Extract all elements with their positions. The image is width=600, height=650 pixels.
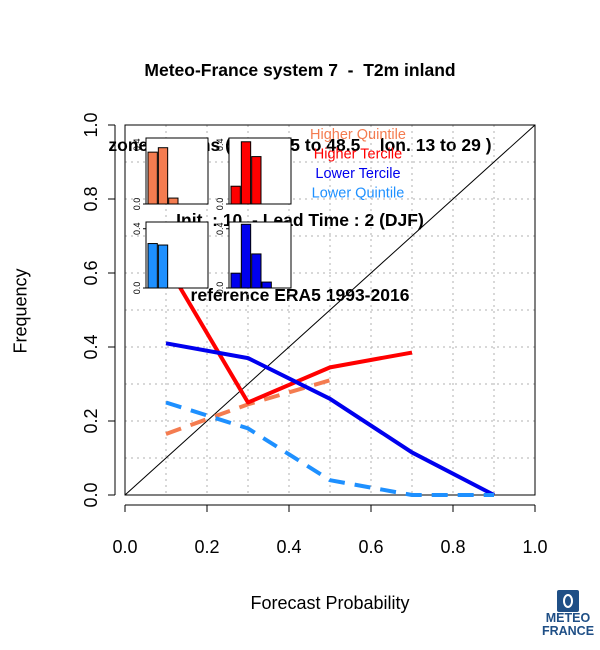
inset-tick-label: 0.0 bbox=[215, 282, 225, 295]
legend-entry-higher-quintile: Higher Quintile bbox=[310, 127, 406, 143]
logo-icon bbox=[557, 590, 579, 612]
series-lines bbox=[164, 262, 495, 497]
inset-histograms: 0.0 0.4 0.0 0.4 0.0 0.4 0.0 0.4 bbox=[132, 137, 292, 295]
inset-tick-label: 0.4 bbox=[215, 222, 225, 235]
logo-text-1: METEO bbox=[545, 611, 591, 625]
inset-tick-label: 0.0 bbox=[132, 282, 142, 295]
x-tick-label: 0.0 bbox=[112, 537, 137, 557]
series-line-higher-tercile bbox=[164, 262, 413, 405]
meteo-france-logo: METEO FRANCE bbox=[536, 590, 600, 638]
inset-bar bbox=[157, 244, 169, 289]
inset-bar bbox=[240, 141, 252, 205]
y-tick-label: 0.4 bbox=[81, 334, 101, 359]
inset-bar bbox=[251, 253, 262, 289]
inset-bar bbox=[240, 223, 252, 289]
legend-entry-lower-tercile: Lower Tercile bbox=[315, 166, 400, 182]
inset-lower-tercile: 0.0 0.4 bbox=[215, 221, 292, 295]
inset-higher-tercile: 0.0 0.4 bbox=[215, 137, 292, 211]
inset-tick-label: 0.0 bbox=[215, 198, 225, 211]
legend: Higher Quintile Higher Tercile Lower Terci… bbox=[310, 127, 406, 202]
inset-tick-label: 0.4 bbox=[215, 138, 225, 151]
y-tick-label: 0.0 bbox=[81, 482, 101, 507]
inset-bar bbox=[157, 147, 169, 205]
inset-tick-label: 0.4 bbox=[132, 138, 142, 151]
perfect-reliability-diagonal bbox=[124, 124, 536, 496]
inset-bar bbox=[230, 272, 241, 289]
legend-entry-higher-tercile: Higher Tercile bbox=[314, 147, 402, 163]
title-line-4: reference ERA5 1993-2016 bbox=[190, 285, 410, 305]
inset-tick-label: 0.0 bbox=[132, 198, 142, 211]
x-tick-label: 0.4 bbox=[276, 537, 301, 557]
x-tick-label: 0.8 bbox=[440, 537, 465, 557]
inset-bar bbox=[147, 243, 158, 289]
inset-lower-quintile: 0.0 0.4 bbox=[132, 221, 209, 295]
inset-tick-label: 0.4 bbox=[132, 222, 142, 235]
y-tick-label: 0.6 bbox=[81, 260, 101, 285]
legend-entry-lower-quintile: Lower Quintile bbox=[312, 186, 405, 202]
logo-text-2: FRANCE bbox=[541, 624, 595, 638]
inset-higher-quintile: 0.0 0.4 bbox=[132, 137, 209, 211]
x-tick-label: 0.6 bbox=[358, 537, 383, 557]
x-axis-label: Forecast Probability bbox=[250, 593, 410, 613]
x-tick-label: 0.2 bbox=[194, 537, 219, 557]
inset-bar bbox=[261, 281, 272, 289]
inset-bar bbox=[230, 185, 241, 205]
axes: 0.0 0.2 0.4 0.6 0.8 1.0 0.0 0.2 0.4 0.6 0.8 1.0 bbox=[81, 112, 548, 557]
x-tick-label: 1.0 bbox=[522, 537, 547, 557]
plot-frame bbox=[124, 124, 536, 496]
y-tick-label: 0.2 bbox=[81, 408, 101, 433]
series-line-lower-quintile bbox=[165, 400, 494, 497]
y-axis-label: Frequency bbox=[10, 268, 31, 354]
inset-bar bbox=[168, 197, 179, 205]
title-line-1: Meteo-France system 7 - T2m inland bbox=[144, 60, 456, 80]
y-tick-label: 1.0 bbox=[81, 112, 101, 137]
inset-bar bbox=[251, 156, 262, 205]
y-tick-label: 0.8 bbox=[81, 186, 101, 211]
inset-bar bbox=[147, 151, 158, 205]
series-line-lower-tercile bbox=[165, 341, 495, 497]
